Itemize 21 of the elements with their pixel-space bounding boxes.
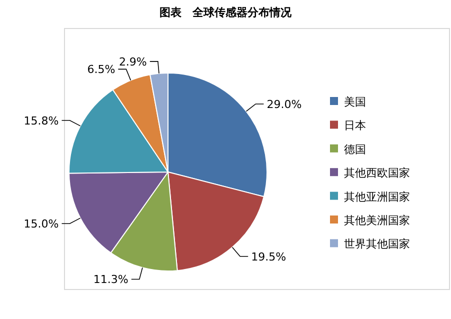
legend-label: 日本 [344, 119, 366, 132]
data-label: 11.3% [93, 273, 128, 286]
legend-label: 世界其他国家 [344, 238, 410, 251]
data-label: 6.5% [87, 63, 116, 76]
chart-title: 图表 全球传感器分布情况 [160, 6, 292, 19]
data-label: 15.0% [24, 218, 59, 231]
pie-slice [110, 172, 178, 272]
pie-slice [68, 89, 168, 174]
data-label: 2.9% [118, 55, 147, 68]
pie-slice [68, 172, 168, 254]
pie-slice [150, 72, 168, 172]
pie-slice [112, 74, 168, 172]
legend-label: 其他美洲国家 [344, 214, 410, 227]
legend-label: 美国 [344, 96, 366, 108]
pie-slice [168, 72, 268, 198]
data-label: 19.5% [251, 250, 286, 264]
data-label: 29.0% [266, 98, 302, 111]
data-label: 15.8% [24, 114, 59, 128]
legend-label: 其他亚洲国家 [344, 190, 410, 204]
legend-label: 德国 [344, 142, 366, 156]
legend-label: 其他西欧国家 [344, 166, 410, 180]
